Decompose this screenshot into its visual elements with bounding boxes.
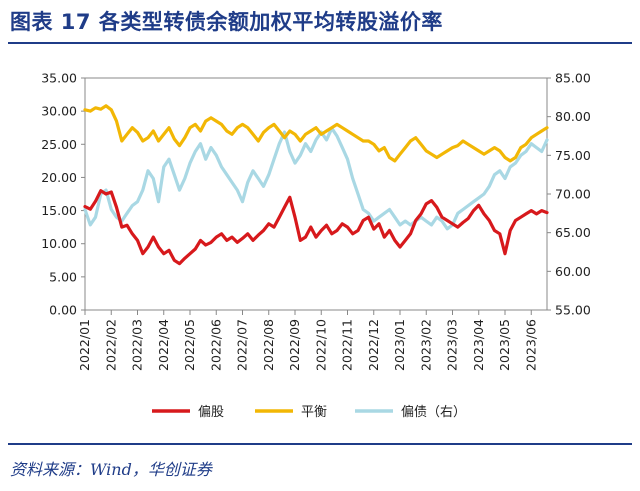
- plot-border: [84, 77, 548, 311]
- chart-title: 图表 17 各类型转债余额加权平均转股溢价率: [10, 10, 443, 34]
- legend-label: 平衡: [301, 405, 327, 420]
- left-tick-label: 30.00: [41, 104, 77, 119]
- x-tick-label: 2022/10: [313, 319, 328, 371]
- x-tick-label: 2023/06: [523, 319, 538, 371]
- x-tick-label: 2023/03: [445, 319, 460, 371]
- left-tick-label: 10.00: [41, 236, 77, 251]
- left-axis: 0.00 5.00 10.00 15.00 20.00 25.00 30.00 35.00: [41, 71, 85, 318]
- right-tick-label: 65.00: [555, 225, 591, 240]
- title-divider: [8, 42, 632, 44]
- legend-label: 偏债（右）: [401, 405, 466, 420]
- x-tick-label: 2022/09: [287, 319, 302, 371]
- x-tick-label: 2022/12: [366, 319, 381, 371]
- x-tick-label: 2022/11: [340, 319, 355, 371]
- x-axis: 2022/01 2022/02 2022/03 2022/04 2022/05 2022/…: [77, 310, 538, 371]
- x-tick-label: 2022/07: [235, 319, 250, 371]
- x-tick-label: 2022/03: [130, 319, 145, 371]
- legend-label: 偏股: [198, 405, 224, 420]
- x-tick-label: 2023/05: [497, 319, 512, 371]
- right-tick-label: 80.00: [555, 109, 591, 124]
- left-tick-label: 0.00: [49, 303, 77, 318]
- series-line-pianZhai: [83, 126, 549, 231]
- left-tick-label: 35.00: [41, 71, 77, 86]
- x-tick-label: 2022/04: [156, 319, 171, 371]
- left-tick-label: 5.00: [49, 269, 77, 284]
- left-tick-label: 25.00: [41, 137, 77, 152]
- x-tick-label: 2023/02: [418, 319, 433, 371]
- series-line-pianGu: [83, 189, 549, 266]
- x-tick-label: 2022/02: [103, 319, 118, 371]
- x-tick-label: 2022/05: [182, 319, 197, 371]
- right-tick-label: 60.00: [555, 264, 591, 279]
- series-line-pingHeng: [83, 104, 549, 163]
- x-tick-label: 2023/01: [392, 319, 407, 371]
- left-tick-label: 20.00: [41, 170, 77, 185]
- right-tick-label: 70.00: [555, 187, 591, 202]
- plot-frame: [84, 77, 548, 311]
- right-tick-label: 85.00: [555, 71, 591, 86]
- legend: 偏股 平衡 偏债（右）: [152, 405, 466, 420]
- x-tick-label: 2022/06: [208, 319, 223, 371]
- source-note: 资料来源：Wind，华创证券: [10, 460, 212, 479]
- x-tick-label: 2023/04: [471, 319, 486, 371]
- left-tick-label: 15.00: [41, 203, 77, 218]
- line-chart: 0.00 5.00 10.00 15.00 20.00 25.00 30.00 35.00 5…: [41, 71, 591, 421]
- x-tick-label: 2022/08: [261, 319, 276, 371]
- series-lines: [83, 104, 549, 266]
- x-tick-label: 2022/01: [77, 319, 92, 371]
- right-tick-label: 75.00: [555, 148, 591, 163]
- right-axis: 55.00 60.00 65.00 70.00 75.00 80.00 85.00: [547, 71, 591, 318]
- right-tick-label: 55.00: [555, 303, 591, 318]
- source-divider: [8, 443, 632, 445]
